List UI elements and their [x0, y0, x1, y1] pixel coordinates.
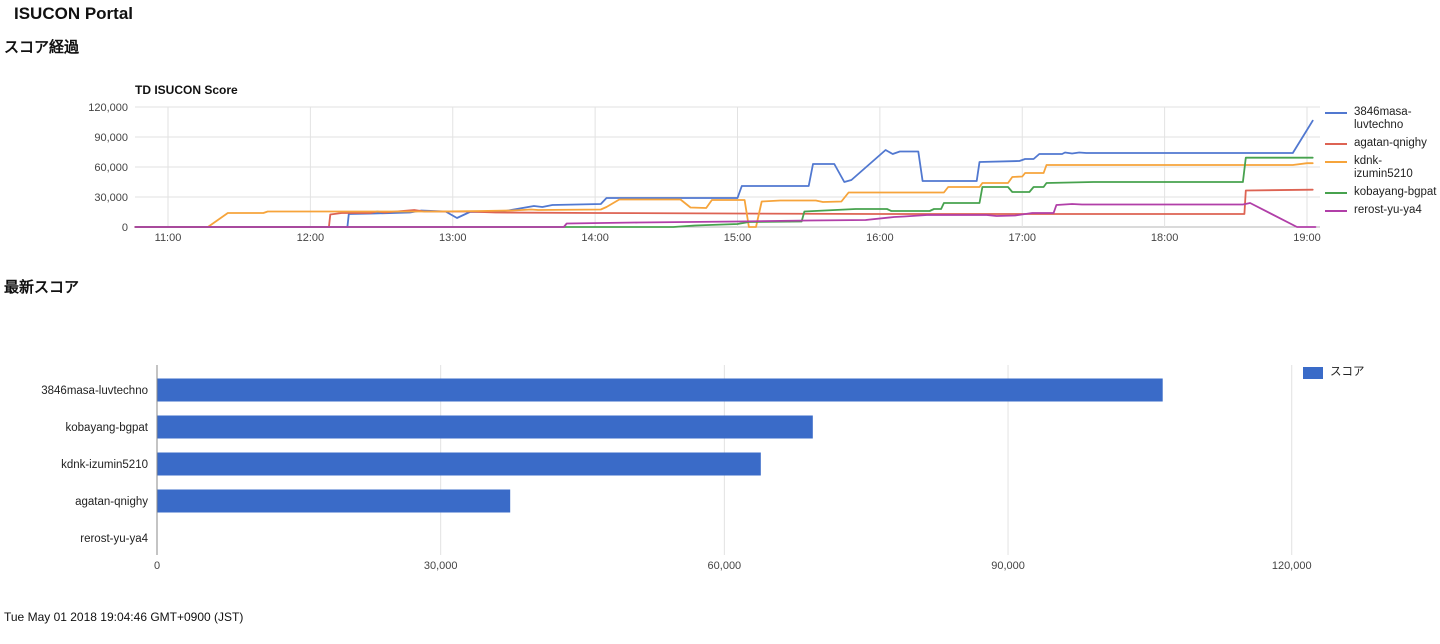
bar-category-label: kobayang-bgpat	[66, 422, 149, 434]
y-axis-tick-label: 30,000	[94, 192, 128, 204]
x-axis-tick-label: 12:00	[297, 232, 325, 244]
line-chart-legend: 3846masa-luvtechno agatan-qnighy kdnk-izum…	[1325, 106, 1437, 217]
legend-item-3846masa-luvtechno: 3846masa-luvtechno	[1325, 106, 1437, 132]
bar-kobayang-bgpat[interactable]	[157, 415, 813, 439]
x-axis-tick-label: 18:00	[1151, 232, 1179, 244]
legend-label: 3846masa-luvtechno	[1354, 106, 1412, 131]
bar-x-tick-label: 120,000	[1272, 560, 1312, 572]
x-axis-tick-label: 11:00	[155, 232, 182, 244]
bar-chart-legend: スコア	[1303, 366, 1365, 379]
x-axis-tick-label: 15:00	[724, 232, 752, 244]
legend-label: kdnk-izumin5210	[1354, 155, 1413, 180]
x-axis-tick-label: 17:00	[1008, 232, 1036, 244]
y-axis-tick-label: 90,000	[94, 132, 128, 144]
series-line-kobayang-bgpat[interactable]	[134, 156, 1314, 228]
bar-category-label: rerost-yu-ya4	[80, 533, 148, 545]
legend-label: kobayang-bgpat	[1354, 186, 1437, 198]
legend-line-swatch	[1325, 210, 1347, 213]
y-axis-tick-label: 120,000	[88, 102, 128, 114]
legend-line-swatch	[1325, 192, 1347, 195]
footer-timestamp: Tue May 01 2018 19:04:46 GMT+0900 (JST)	[4, 610, 244, 624]
series-line-rerost-yu-ya4[interactable]	[134, 202, 1317, 228]
bar-x-tick-label: 0	[154, 560, 160, 572]
line-chart-title: TD ISUCON Score	[135, 83, 238, 97]
y-axis-tick-label: 60,000	[94, 162, 128, 174]
legend-label: rerost-yu-ya4	[1354, 204, 1422, 216]
y-axis-tick-label: 0	[122, 222, 128, 234]
bar-agatan-qnighy[interactable]	[157, 489, 511, 513]
bar-category-label: kdnk-izumin5210	[61, 459, 148, 471]
score-timeline-chart[interactable]: TD ISUCON Score 0 30,000 60,000 90,000 120,00…	[0, 80, 1440, 258]
x-axis-tick-label: 13:00	[439, 232, 467, 244]
x-axis-tick-label: 14:00	[581, 232, 609, 244]
bar-legend-swatch	[1303, 366, 1323, 379]
bar-x-tick-label: 60,000	[708, 560, 742, 572]
section-heading-score-timeline: スコア経過	[4, 39, 80, 56]
bar-x-tick-label: 90,000	[991, 560, 1025, 572]
bar-category-label: 3846masa-luvtechno	[41, 385, 148, 397]
bar-category-label: agatan-qnighy	[75, 496, 148, 508]
bar-kdnk-izumin5210[interactable]	[157, 452, 761, 476]
bar-x-tick-label: 30,000	[424, 560, 458, 572]
bar-3846masa-luvtechno[interactable]	[157, 378, 1163, 402]
legend-item-kdnk-izumin5210: kdnk-izumin5210	[1325, 155, 1437, 181]
series-line-3846masa-luvtechno[interactable]	[134, 119, 1314, 228]
legend-item-kobayang-bgpat: kobayang-bgpat	[1325, 186, 1437, 199]
legend-item-rerost-yu-ya4: rerost-yu-ya4	[1325, 204, 1437, 217]
series-line-kdnk-izumin5210[interactable]	[134, 162, 1314, 228]
bar-legend-label: スコア	[1330, 366, 1365, 378]
legend-line-swatch	[1325, 161, 1347, 164]
legend-line-swatch	[1325, 143, 1347, 146]
legend-item-agatan-qnighy: agatan-qnighy	[1325, 137, 1437, 150]
latest-score-chart[interactable]: 0 30,000 60,000 90,000 120,000 3846masa-luvte…	[0, 352, 1440, 587]
legend-line-swatch	[1325, 112, 1347, 115]
legend-label: agatan-qnighy	[1354, 137, 1427, 149]
x-axis-tick-label: 19:00	[1293, 232, 1321, 244]
x-axis-tick-label: 16:00	[866, 232, 894, 244]
section-heading-latest-score: 最新スコア	[4, 279, 80, 296]
page-title: ISUCON Portal	[14, 4, 134, 23]
